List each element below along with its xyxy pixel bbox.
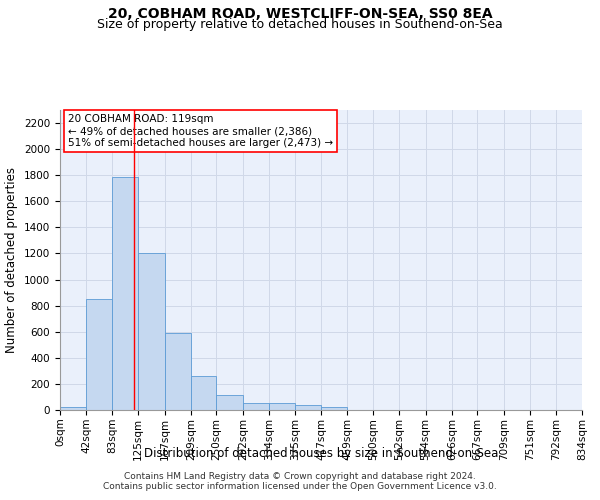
Bar bbox=[191, 376, 217, 410]
Bar bbox=[112, 176, 138, 410]
Text: 20, COBHAM ROAD, WESTCLIFF-ON-SEA, SS0 8EA: 20, COBHAM ROAD, WESTCLIFF-ON-SEA, SS0 8… bbox=[107, 8, 493, 22]
Bar bbox=[295, 406, 321, 410]
Bar bbox=[86, 299, 112, 410]
Text: Contains HM Land Registry data © Crown copyright and database right 2024.: Contains HM Land Registry data © Crown c… bbox=[124, 472, 476, 481]
Text: Contains public sector information licensed under the Open Government Licence v3: Contains public sector information licen… bbox=[103, 482, 497, 491]
Bar bbox=[217, 395, 243, 410]
Bar bbox=[138, 254, 164, 410]
Bar bbox=[243, 404, 269, 410]
Bar bbox=[164, 333, 191, 410]
Text: Distribution of detached houses by size in Southend-on-Sea: Distribution of detached houses by size … bbox=[144, 448, 498, 460]
Bar bbox=[321, 406, 347, 410]
Y-axis label: Number of detached properties: Number of detached properties bbox=[5, 167, 19, 353]
Text: Size of property relative to detached houses in Southend-on-Sea: Size of property relative to detached ho… bbox=[97, 18, 503, 31]
Bar bbox=[269, 404, 295, 410]
Text: 20 COBHAM ROAD: 119sqm
← 49% of detached houses are smaller (2,386)
51% of semi-: 20 COBHAM ROAD: 119sqm ← 49% of detached… bbox=[68, 114, 333, 148]
Bar bbox=[60, 406, 86, 410]
